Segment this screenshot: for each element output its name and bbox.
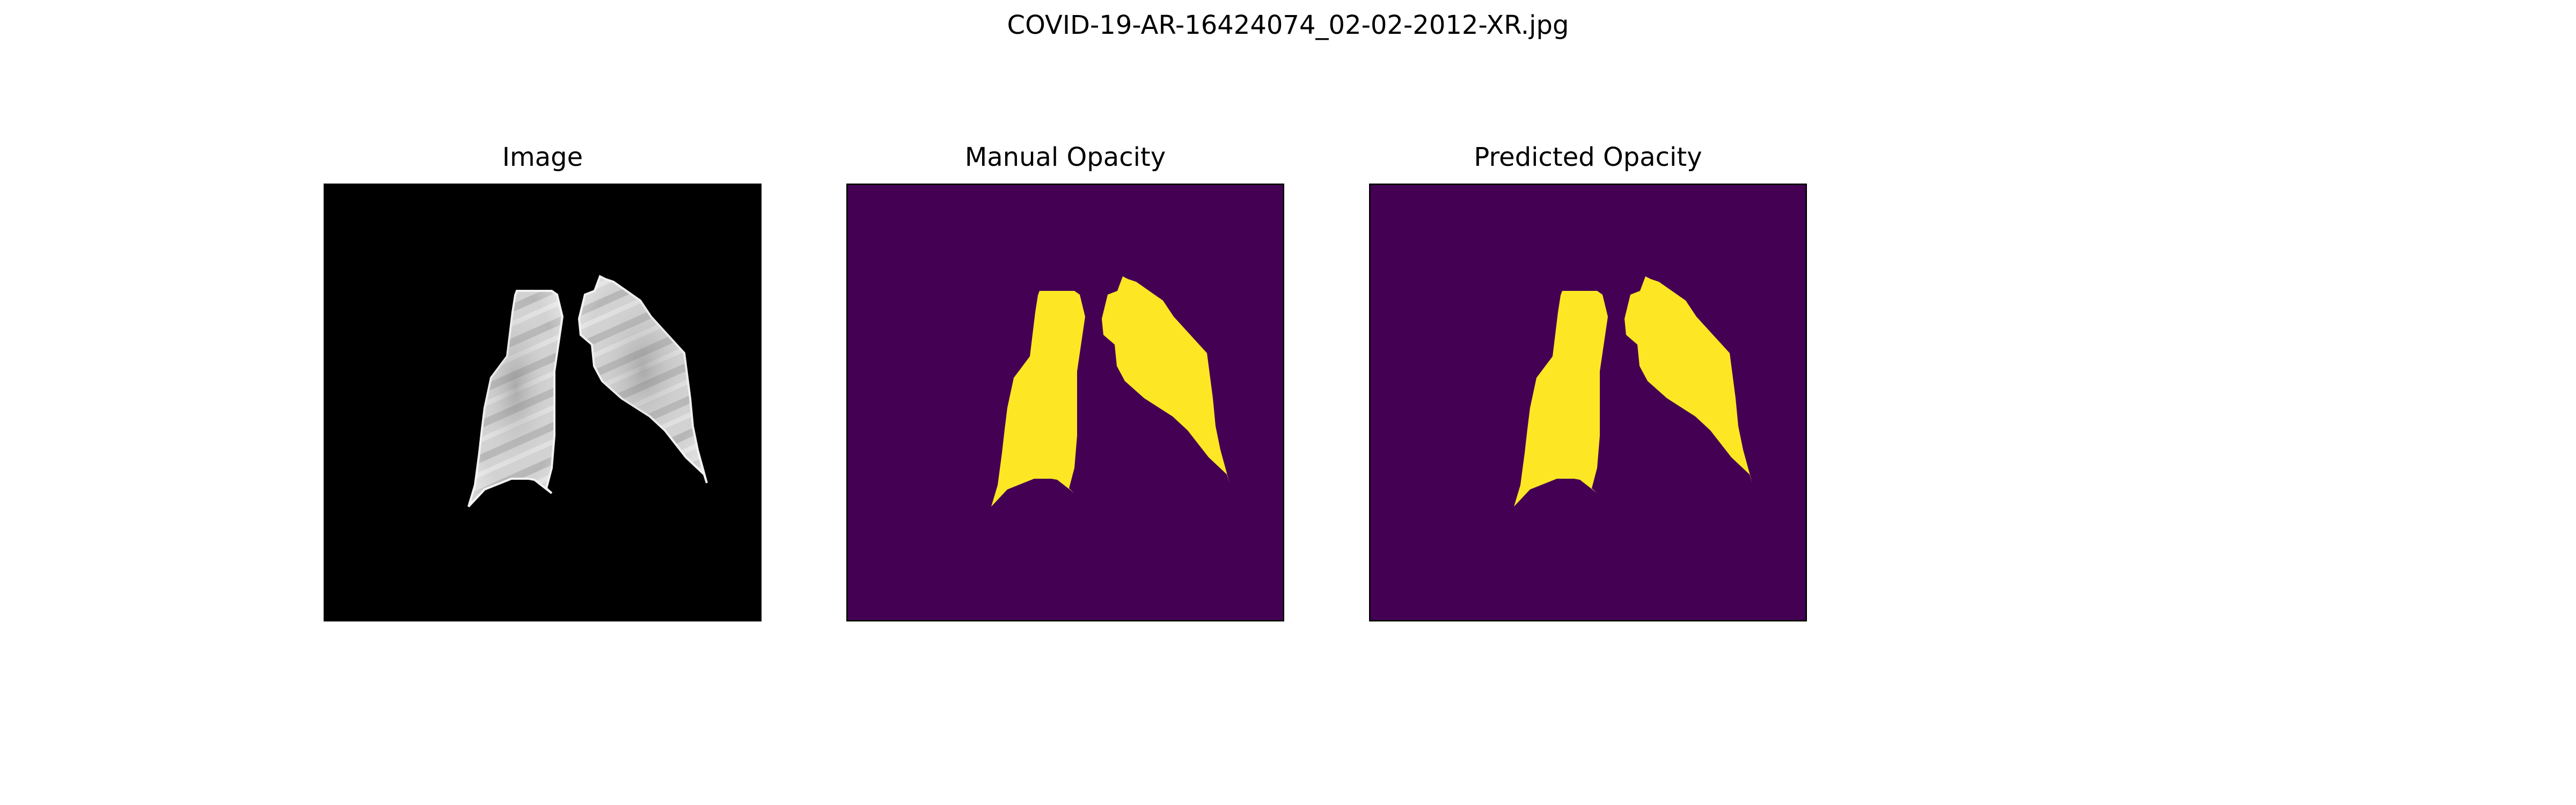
predicted-opacity-mask: [1369, 184, 1807, 621]
left-lung-xray: [577, 275, 708, 484]
right-lung-xray: [467, 290, 564, 508]
image-panel: Image: [324, 142, 762, 621]
predicted-frame: [1369, 184, 1807, 621]
manual-left-lung-mask: [1102, 276, 1230, 483]
manual-opacity-title: Manual Opacity: [964, 142, 1166, 172]
predicted-left-lung-mask: [1624, 276, 1752, 483]
manual-frame: [846, 184, 1284, 621]
image-panel-title: Image: [502, 142, 583, 172]
manual-opacity-mask: [846, 184, 1284, 621]
predicted-opacity-panel: Predicted Opacity: [1369, 142, 1807, 621]
predicted-right-lung-mask: [1514, 291, 1608, 507]
manual-opacity-panel: Manual Opacity: [846, 142, 1284, 621]
xray-image: [324, 184, 762, 621]
manual-right-lung-mask: [991, 291, 1085, 507]
image-frame: [324, 184, 762, 621]
predicted-opacity-title: Predicted Opacity: [1474, 142, 1702, 172]
figure-title: COVID-19-AR-16424074_02-02-2012-XR.jpg: [1007, 10, 1569, 40]
